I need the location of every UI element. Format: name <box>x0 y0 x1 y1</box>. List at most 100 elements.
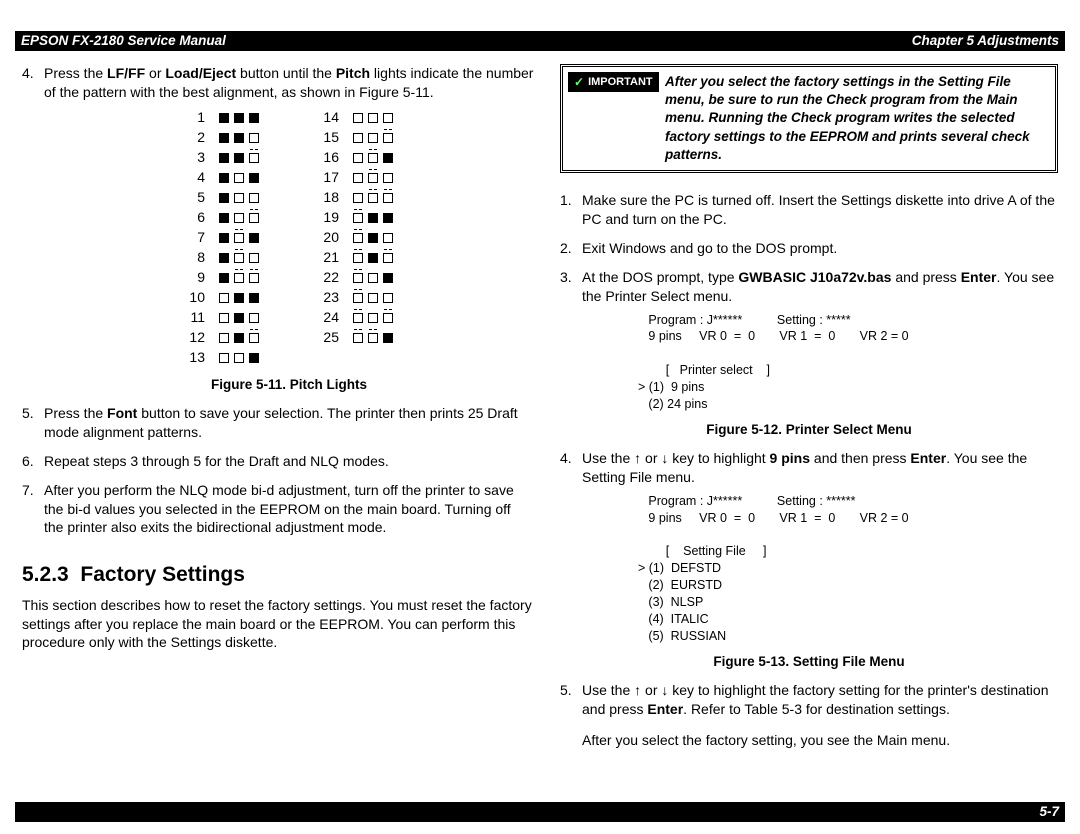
light-on-icon <box>219 193 229 203</box>
light-on-icon <box>383 213 393 223</box>
light-off-icon <box>353 193 363 203</box>
pitch-row: 13 <box>185 348 259 368</box>
step-number: 7. <box>22 481 34 500</box>
light-on-icon <box>249 293 259 303</box>
left-column: 4. Press the LF/FF or Load/Eject button … <box>22 64 534 790</box>
pitch-row-number: 19 <box>319 208 339 227</box>
light-off-icon <box>219 313 229 323</box>
light-on-icon <box>249 173 259 183</box>
section-heading: 5.2.3 Factory Settings <box>22 561 534 589</box>
light-blink-icon <box>383 313 393 323</box>
pitch-row-number: 13 <box>185 348 205 367</box>
light-off-icon <box>383 233 393 243</box>
pitch-lights <box>353 333 393 343</box>
light-blink-icon <box>353 313 363 323</box>
light-blink-icon <box>383 193 393 203</box>
pitch-row-number: 5 <box>185 188 205 207</box>
light-off-icon <box>249 193 259 203</box>
light-on-icon <box>249 353 259 363</box>
pitch-row: 4 <box>185 168 259 188</box>
step-6: 6. Repeat steps 3 through 5 for the Draf… <box>44 452 534 471</box>
section-intro-para: This section describes how to reset the … <box>22 596 534 653</box>
r-step-3: 3. At the DOS prompt, type GWBASIC J10a7… <box>582 268 1058 439</box>
light-on-icon <box>219 113 229 123</box>
pitch-row: 23 <box>319 288 393 308</box>
light-off-icon <box>353 133 363 143</box>
pitch-row: 11 <box>185 308 259 328</box>
pitch-row-number: 7 <box>185 228 205 247</box>
pitch-row-number: 21 <box>319 248 339 267</box>
pitch-row: 8 <box>185 248 259 268</box>
light-on-icon <box>234 293 244 303</box>
pitch-row-number: 3 <box>185 148 205 167</box>
pitch-row-number: 12 <box>185 328 205 347</box>
step-number: 6. <box>22 452 34 471</box>
pitch-lights <box>219 353 259 363</box>
pitch-row: 10 <box>185 288 259 308</box>
pitch-row: 7 <box>185 228 259 248</box>
pitch-row-number: 1 <box>185 108 205 127</box>
header-right: Chapter 5 Adjustments <box>912 32 1059 50</box>
r-step-5: 5. Use the ↑ or ↓ key to highlight the f… <box>582 681 1058 750</box>
pitch-row: 22 <box>319 268 393 288</box>
light-blink-icon <box>353 333 363 343</box>
pitch-col-right: 141516171819202122232425 <box>319 108 393 368</box>
light-blink-icon <box>383 253 393 263</box>
pitch-row-number: 10 <box>185 288 205 307</box>
pitch-row: 17 <box>319 168 393 188</box>
header-left: EPSON FX-2180 Service Manual <box>21 32 226 50</box>
light-on-icon <box>234 113 244 123</box>
light-off-icon <box>368 273 378 283</box>
step-number: 2. <box>560 239 572 258</box>
light-blink-icon <box>353 273 363 283</box>
light-on-icon <box>383 153 393 163</box>
light-blink-icon <box>368 153 378 163</box>
pitch-row-number: 24 <box>319 308 339 327</box>
light-on-icon <box>383 333 393 343</box>
step-number: 4. <box>22 64 34 83</box>
light-off-icon <box>383 113 393 123</box>
light-off-icon <box>249 313 259 323</box>
light-blink-icon <box>249 273 259 283</box>
right-column: ✓ IMPORTANT After you select the factory… <box>560 64 1058 790</box>
light-off-icon <box>249 133 259 143</box>
light-on-icon <box>219 173 229 183</box>
light-on-icon <box>368 233 378 243</box>
setting-file-menu-block: Program : J****** Setting : ****** 9 pin… <box>638 493 1058 645</box>
pitch-row: 20 <box>319 228 393 248</box>
light-off-icon <box>249 253 259 263</box>
pitch-lights <box>219 253 259 263</box>
light-on-icon <box>234 313 244 323</box>
light-off-icon <box>353 173 363 183</box>
step-number: 5. <box>22 404 34 423</box>
pitch-row: 3 <box>185 148 259 168</box>
light-on-icon <box>219 233 229 243</box>
r-step5-tail: After you select the factory setting, yo… <box>582 731 1058 750</box>
r-step5-text: Use the ↑ or ↓ key to highlight the fact… <box>582 682 1048 717</box>
light-off-icon <box>234 353 244 363</box>
light-off-icon <box>383 173 393 183</box>
pitch-lights <box>219 133 259 143</box>
pitch-row-number: 16 <box>319 148 339 167</box>
pitch-row: 5 <box>185 188 259 208</box>
light-blink-icon <box>353 253 363 263</box>
r-step3-text: At the DOS prompt, type GWBASIC J10a72v.… <box>582 269 1054 304</box>
light-on-icon <box>249 113 259 123</box>
light-blink-icon <box>383 133 393 143</box>
light-on-icon <box>234 333 244 343</box>
light-on-icon <box>383 273 393 283</box>
pitch-lights <box>353 113 393 123</box>
pitch-row-number: 6 <box>185 208 205 227</box>
pitch-row-number: 25 <box>319 328 339 347</box>
pitch-lights <box>353 193 393 203</box>
light-off-icon <box>368 113 378 123</box>
pitch-lights <box>353 173 393 183</box>
r-step-1: 1. Make sure the PC is turned off. Inser… <box>582 191 1058 229</box>
important-tag: ✓ IMPORTANT <box>568 72 659 92</box>
light-blink-icon <box>249 153 259 163</box>
light-blink-icon <box>368 333 378 343</box>
light-on-icon <box>219 273 229 283</box>
pitch-row-number: 23 <box>319 288 339 307</box>
pitch-lights <box>353 153 393 163</box>
pitch-lights <box>353 253 393 263</box>
